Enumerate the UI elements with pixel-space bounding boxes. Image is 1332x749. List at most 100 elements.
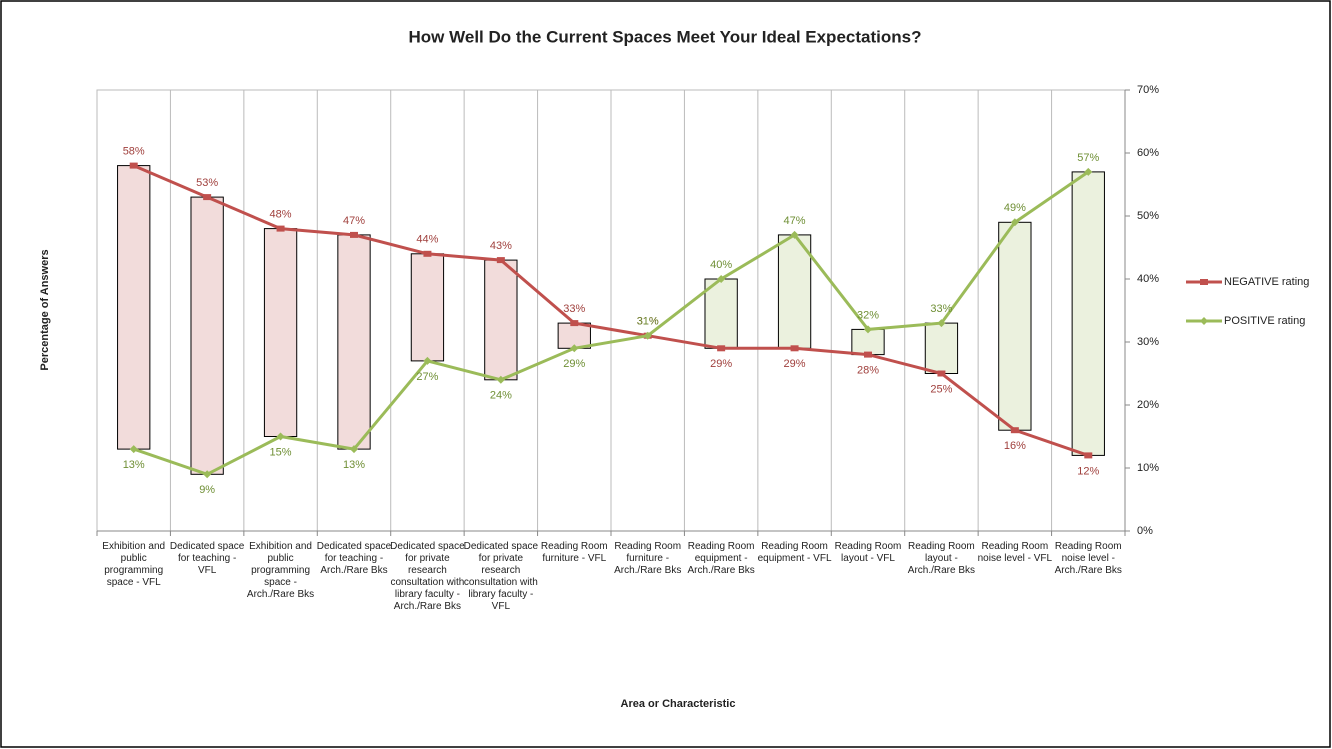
data-label: 12% xyxy=(1077,465,1099,477)
data-label: 29% xyxy=(563,358,585,370)
legend-marker xyxy=(1200,317,1208,325)
data-label: 49% xyxy=(1004,202,1026,214)
down-bar xyxy=(190,196,224,475)
marker xyxy=(937,370,946,377)
legend-marker xyxy=(1200,279,1208,285)
x-tick-label: Reading Room furniture - VFL xyxy=(540,541,608,564)
x-tick-label: Reading Room equipment - VFL xyxy=(757,541,832,564)
data-label: 15% xyxy=(270,446,292,458)
x-tick-label: Reading Room noise level - Arch./Rare Bk… xyxy=(1054,541,1122,576)
legend-label: POSITIVE rating xyxy=(1224,315,1305,327)
marker xyxy=(350,231,358,238)
data-label: 13% xyxy=(343,459,365,471)
marker xyxy=(423,356,432,365)
down-bar xyxy=(484,259,518,381)
x-axis-label: Area or Characteristic xyxy=(621,698,736,710)
y-tick-label: 40% xyxy=(1137,273,1159,285)
up-bar xyxy=(704,278,738,349)
marker xyxy=(1084,167,1093,176)
y-tick-label: 50% xyxy=(1137,210,1159,222)
marker xyxy=(864,351,872,358)
data-label: 31% xyxy=(637,316,659,328)
series-line xyxy=(133,164,1089,457)
x-tick-label: Dedicated space for teaching - Arch./Rar… xyxy=(316,541,392,576)
x-tick-label: Reading Room furniture - Arch./Rare Bks xyxy=(614,541,682,576)
x-tick-label: Reading Room layout - Arch./Rare Bks xyxy=(907,541,976,576)
y-tick-label: 30% xyxy=(1137,336,1159,348)
marker xyxy=(203,470,212,479)
up-bar xyxy=(1071,171,1105,456)
data-label: 53% xyxy=(196,177,218,189)
data-label: 57% xyxy=(1077,152,1099,164)
x-tick-label: Reading Room equipment - Arch./Rare Bks xyxy=(687,541,755,576)
down-bar xyxy=(337,234,371,450)
marker xyxy=(717,345,726,352)
marker xyxy=(643,331,652,340)
down-bar xyxy=(410,253,445,362)
marker xyxy=(570,344,579,353)
x-tick-label: Dedicated space for private research con… xyxy=(463,541,539,612)
x-tick-label: Dedicated space for teaching - VFL xyxy=(169,541,245,576)
marker xyxy=(129,162,138,169)
data-label: 48% xyxy=(270,209,292,221)
data-label: 29% xyxy=(784,358,806,370)
data-label: 44% xyxy=(416,234,438,246)
marker xyxy=(790,345,799,352)
data-label: 24% xyxy=(490,390,512,402)
up-bar xyxy=(777,234,812,349)
x-tick-label: Reading Room noise level - VFL xyxy=(977,541,1053,564)
marker xyxy=(1010,218,1019,227)
y-tick-label: 10% xyxy=(1137,462,1159,474)
marker xyxy=(790,230,799,239)
chart-title: How Well Do the Current Spaces Meet Your… xyxy=(409,27,922,46)
data-label: 47% xyxy=(343,215,365,227)
x-tick-label: Exhibition and public programming space … xyxy=(246,541,315,600)
data-label: 47% xyxy=(784,215,806,227)
up-bar xyxy=(924,322,959,375)
x-tick-label: Reading Room layout - VFL xyxy=(834,541,902,564)
data-label: 28% xyxy=(857,365,879,377)
data-label: 13% xyxy=(123,459,145,471)
legend-label: NEGATIVE rating xyxy=(1224,276,1309,288)
marker xyxy=(1010,427,1019,434)
x-tick-label: Dedicated space for private research con… xyxy=(390,541,465,612)
marker xyxy=(937,319,946,328)
down-bar xyxy=(117,165,151,450)
data-label: 43% xyxy=(490,240,512,252)
marker xyxy=(717,275,726,283)
data-label: 31% xyxy=(637,316,659,328)
data-label: 58% xyxy=(123,146,145,158)
data-label: 29% xyxy=(710,358,732,370)
data-label: 25% xyxy=(930,383,952,395)
marker xyxy=(276,225,285,232)
down-bar xyxy=(263,228,298,437)
marker xyxy=(496,375,505,384)
data-label: 16% xyxy=(1004,440,1026,452)
marker xyxy=(864,325,872,334)
marker xyxy=(496,257,505,264)
data-label: 33% xyxy=(930,303,952,315)
y-axis-label: Percentage of Answers xyxy=(39,249,51,370)
marker xyxy=(570,320,579,327)
marker xyxy=(203,194,212,201)
marker xyxy=(1084,452,1093,459)
data-label: 32% xyxy=(857,309,879,321)
marker xyxy=(129,445,138,454)
series-line xyxy=(133,170,1090,476)
y-tick-label: 60% xyxy=(1137,147,1159,159)
data-label: 27% xyxy=(416,371,438,383)
data-label: 9% xyxy=(199,484,215,496)
y-tick-label: 70% xyxy=(1137,84,1159,96)
marker xyxy=(276,432,285,441)
marker xyxy=(350,445,358,454)
data-label: 33% xyxy=(563,303,585,315)
y-tick-label: 0% xyxy=(1137,525,1153,537)
y-tick-label: 20% xyxy=(1137,399,1159,411)
marker xyxy=(423,250,432,257)
x-tick-label: Exhibition and public programming space … xyxy=(102,541,166,588)
data-label: 40% xyxy=(710,259,732,271)
up-bar xyxy=(998,221,1032,431)
